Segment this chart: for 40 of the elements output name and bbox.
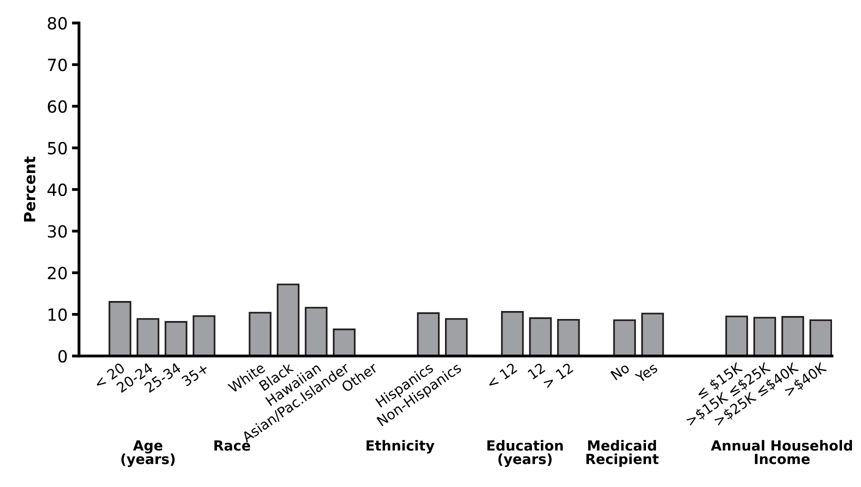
- y-tick-label: 30: [48, 225, 67, 238]
- bar: [809, 319, 832, 356]
- text: Age (years): [121, 440, 175, 467]
- x-tick-label: 35+: [181, 362, 209, 387]
- bar: [164, 321, 188, 356]
- y-tick-label: 10: [48, 308, 67, 321]
- bar: [613, 319, 636, 356]
- text: Annual Household Income: [710, 440, 852, 464]
- y-axis-title: Percent: [24, 156, 36, 222]
- x-tick-label: No: [610, 362, 630, 380]
- y-tick-label: 20: [48, 266, 67, 280]
- y-tick-label: 0: [58, 350, 67, 363]
- bar: [192, 315, 216, 356]
- bar: [444, 318, 468, 356]
- bar: [108, 301, 132, 356]
- text: Education (years): [487, 440, 563, 467]
- y-tick-label: 60: [48, 100, 67, 113]
- text: Ethnicity: [366, 440, 434, 454]
- x-tick-label: 12: [527, 362, 546, 380]
- text: Medicaid Recipient: [586, 440, 659, 467]
- bar: [276, 284, 300, 356]
- y-tick-label: 70: [48, 58, 67, 72]
- x-tick-label: < 12: [486, 362, 518, 389]
- bar: [136, 318, 160, 356]
- y-tick-label: 50: [48, 142, 67, 154]
- bar: [332, 328, 356, 356]
- bar: [248, 312, 272, 356]
- bar: [529, 317, 552, 356]
- bar: [557, 318, 580, 356]
- bar: [641, 312, 664, 356]
- bar: [781, 316, 804, 356]
- y-tick-label: 40: [47, 183, 67, 196]
- bar: [753, 316, 776, 356]
- bar: [304, 306, 328, 356]
- bar: [725, 316, 748, 356]
- bar: [501, 311, 524, 356]
- text: Race: [214, 440, 250, 451]
- y-tick-label: 80: [48, 16, 67, 30]
- x-tick-label: Yes: [634, 362, 658, 384]
- bar: [416, 312, 440, 356]
